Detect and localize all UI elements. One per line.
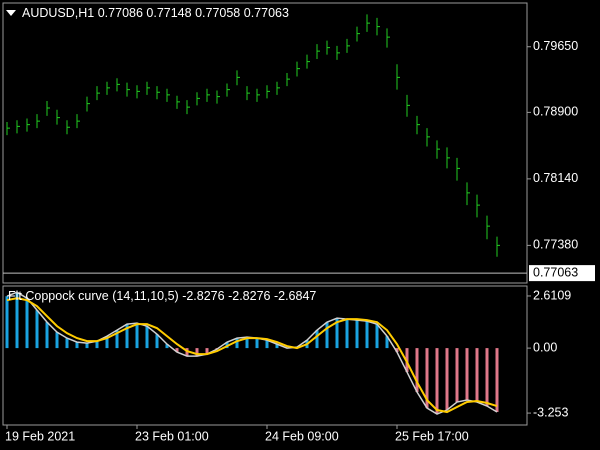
histogram-bar <box>105 336 109 349</box>
histogram-bar <box>335 318 339 349</box>
quote-close: 0.77063 <box>244 6 289 20</box>
histogram-bar <box>485 348 489 407</box>
histogram-bar <box>5 296 9 349</box>
histogram-bar <box>165 344 169 349</box>
price-label-box <box>529 265 595 282</box>
histogram-bar <box>195 348 199 357</box>
histogram-bar <box>365 321 369 349</box>
histogram-bar <box>465 348 469 401</box>
histogram-bar <box>265 340 269 349</box>
indicator-value: -2.8276 <box>228 289 270 303</box>
price-header: AUDUSD,H1 0.77086 0.77148 0.77058 0.7706… <box>22 6 289 20</box>
quote-high: 0.77148 <box>146 6 191 20</box>
histogram-bar <box>135 323 139 349</box>
quote-low: 0.77058 <box>195 6 240 20</box>
histogram-bar <box>145 326 149 349</box>
y-tick-label: 0.77380 <box>533 238 578 252</box>
menu-triangle[interactable] <box>6 10 16 16</box>
histogram-bar <box>35 310 39 349</box>
histogram-bar <box>475 348 479 403</box>
histogram-bar <box>385 336 389 349</box>
histogram-bar <box>125 324 129 349</box>
y-tick-label: 0.79650 <box>533 39 578 53</box>
indicator-params: (14,11,10,5) <box>112 289 178 303</box>
x-tick-label: 24 Feb 09:00 <box>265 429 339 443</box>
indicator-header: Fit Coppock curve (14,11,10,5) -2.8276 -… <box>8 289 316 303</box>
histogram-bar <box>375 324 379 349</box>
histogram-bar <box>55 332 59 349</box>
histogram-bar <box>275 344 279 349</box>
histogram-bar <box>435 348 439 415</box>
price-label: 0.77063 <box>533 265 578 279</box>
histogram-bar <box>25 298 29 349</box>
y-tick-label: 0.78900 <box>533 105 578 119</box>
histogram-bar <box>45 322 49 349</box>
histogram-bar <box>455 348 459 403</box>
histogram-bar <box>315 330 319 349</box>
price-panel <box>2 2 528 284</box>
histogram-bar <box>15 292 19 349</box>
histogram-bar <box>245 337 249 349</box>
y-tick-label: -3.253 <box>533 405 568 419</box>
histogram-bar <box>175 348 179 353</box>
x-tick-label: 23 Feb 01:00 <box>135 429 209 443</box>
histogram-bar <box>325 322 329 349</box>
indicator-line <box>6 297 498 414</box>
histogram-bar <box>425 348 429 409</box>
histogram-bar <box>235 338 239 349</box>
x-tick-label: 25 Feb 17:00 <box>395 429 469 443</box>
histogram-bar <box>495 348 499 413</box>
histogram-bar <box>345 319 349 349</box>
histogram-bar <box>205 348 209 355</box>
histogram-bar <box>65 338 69 349</box>
indicator-name: Fit Coppock curve <box>8 289 109 303</box>
quote-open: 0.77086 <box>98 6 143 20</box>
histogram-bar <box>115 330 119 349</box>
y-tick-label: 0.78140 <box>533 171 578 185</box>
histogram-bar <box>395 348 399 353</box>
x-tick-label: 19 Feb 2021 <box>5 429 75 443</box>
y-tick-label: 0.00 <box>533 340 557 354</box>
indicator-value: -2.6847 <box>274 289 316 303</box>
histogram-bar <box>445 348 449 411</box>
histogram-bar <box>85 343 89 349</box>
histogram-bar <box>255 338 259 349</box>
indicator-panel <box>2 285 528 426</box>
histogram-bar <box>355 320 359 349</box>
histogram-bar <box>155 334 159 349</box>
y-tick-label: 2.6109 <box>533 288 571 302</box>
histogram-bar <box>95 341 99 349</box>
histogram-bar <box>415 348 419 393</box>
indicator-value: -2.8276 <box>182 289 224 303</box>
histogram-bar <box>75 342 79 349</box>
symbol: AUDUSD,H1 <box>22 6 94 20</box>
